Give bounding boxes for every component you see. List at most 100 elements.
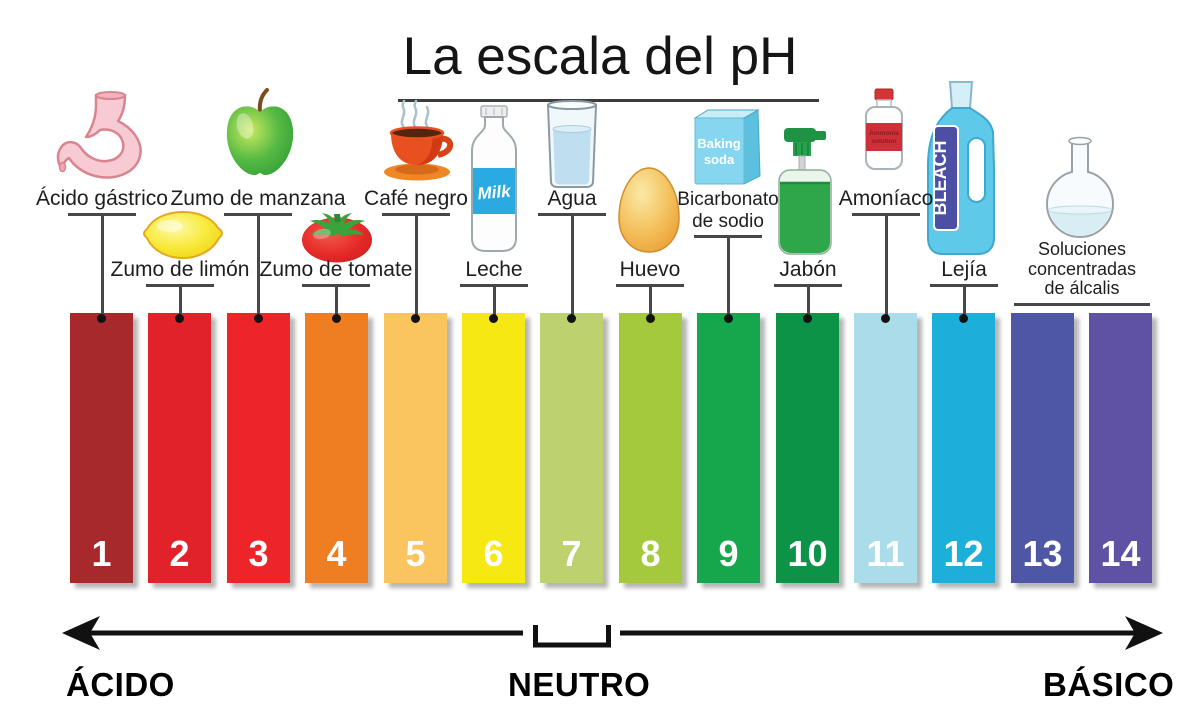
ph-bar-7: 7: [540, 313, 603, 583]
ph-number: 4: [326, 533, 347, 574]
marker-ph2: Zumo de limón: [90, 257, 270, 317]
ph-number: 14: [1100, 533, 1141, 574]
marker-ph5: Café negro: [326, 186, 506, 317]
marker-connector: [492, 287, 496, 317]
marker-label: Bicarbonato de sodio: [677, 189, 779, 232]
marker-label: Agua: [547, 187, 597, 210]
ph-bar-13: 13: [1011, 313, 1074, 583]
steam: [400, 99, 430, 129]
arrowhead-right: [1125, 616, 1163, 650]
marker-ph1: Ácido gástrico: [12, 186, 192, 317]
group-label-line1: Soluciones: [1037, 239, 1127, 259]
neutral-bracket: [533, 625, 611, 648]
marker-ph13-14-alkali-solutions: Soluciones concentradas de álcalis: [992, 239, 1172, 306]
ph-bar-4: 4: [305, 313, 368, 583]
ph-number: 2: [169, 533, 190, 574]
pin-ph10: [803, 314, 812, 323]
pin-ph12: [959, 314, 968, 323]
marker-connector: [256, 216, 260, 317]
milk-bottle-icon: Milk: [471, 105, 517, 252]
marker-ph7: Agua: [482, 186, 662, 317]
baking-soda-box-icon: Baking soda: [693, 109, 761, 185]
pin-ph1: [97, 314, 106, 323]
ph-bar-14: 14: [1089, 313, 1152, 583]
marker-ph6: Leche: [404, 257, 584, 317]
marker-connector: [414, 216, 418, 317]
marker-rule: [774, 284, 842, 287]
soap-dispenser-icon: [778, 128, 832, 255]
coffee-cup-icon: [384, 99, 454, 181]
ph-number: 12: [943, 533, 984, 574]
marker-label: Café negro: [364, 187, 468, 210]
ammonia-text-line2: solution: [871, 138, 896, 145]
marker-connector: [178, 287, 182, 317]
pin-ph2: [175, 314, 184, 323]
marker-rule: [224, 213, 292, 216]
ph-bar-11: 11: [854, 313, 917, 583]
title-underline: [398, 99, 819, 102]
bleach-bottle-icon: BLEACH: [927, 81, 995, 255]
axis-arrow: [62, 616, 1163, 650]
ph-number: 13: [1022, 533, 1063, 574]
marker-connector: [962, 287, 966, 317]
ph-bar-2: 2: [148, 313, 211, 583]
egg-icon: [618, 167, 680, 253]
axis-label-basic: BÁSICO: [1043, 666, 1175, 703]
ph-bar-5: 5: [384, 313, 447, 583]
ph-bar-1: 1: [70, 313, 133, 583]
pin-ph9: [724, 314, 733, 323]
ph-bar-12: 12: [932, 313, 995, 583]
marker-rule: [302, 284, 370, 287]
pin-ph4: [332, 314, 341, 323]
group-label-line2: concentradas: [1027, 258, 1137, 279]
marker-rule: [538, 213, 606, 216]
marker-ph4: Zumo de tomate: [246, 257, 426, 317]
pin-ph3: [254, 314, 263, 323]
marker-connector: [884, 216, 888, 317]
marker-label: Huevo: [619, 258, 681, 281]
marker-connector: [648, 287, 652, 317]
pin-ph5: [411, 314, 420, 323]
baking-soda-text-line1: Baking: [697, 136, 740, 151]
ph-bar-3: 3: [227, 313, 290, 583]
marker-label: Amoníaco: [838, 187, 934, 210]
stomach-icon: [56, 91, 142, 179]
pin-ph11: [881, 314, 890, 323]
marker-label: Zumo de manzana: [170, 187, 346, 210]
marker-rule: [460, 284, 528, 287]
ph-number: 11: [866, 533, 905, 574]
page-title: La escala del pH: [402, 27, 798, 86]
marker-rule: [382, 213, 450, 216]
marker-ph12: Lejía: [874, 257, 1054, 317]
marker-label: Ácido gástrico: [36, 187, 168, 210]
ph-number: 9: [718, 533, 739, 574]
pin-ph8: [646, 314, 655, 323]
marker-rule: [930, 284, 998, 287]
marker-ph10: Jabón: [718, 257, 898, 317]
water-glass-icon: [546, 100, 598, 188]
marker-label: Zumo de limón: [110, 258, 250, 281]
acid-base-axis: [0, 612, 1200, 668]
milk-label-text: Milk: [477, 181, 513, 203]
ammonia-text-line1: Ammonia: [869, 130, 899, 137]
ph-number: 10: [787, 533, 828, 574]
ph-number: 1: [91, 533, 112, 574]
marker-ph9: Bicarbonato de sodio: [668, 189, 788, 317]
apple-icon: [226, 88, 294, 175]
ph-bar-6: 6: [462, 313, 525, 583]
marker-label: Leche: [465, 258, 523, 281]
flask-icon: [1046, 136, 1114, 238]
marker-ph3: Zumo de manzana: [168, 186, 348, 317]
pin-ph6: [489, 314, 498, 323]
marker-label: Lejía: [941, 258, 987, 281]
marker-label: Zumo de tomate: [259, 258, 413, 281]
marker-rule: [68, 213, 136, 216]
ph-bar-9: 9: [697, 313, 760, 583]
ph-number: 7: [561, 533, 582, 574]
ph-number: 6: [483, 533, 504, 574]
marker-rule: [852, 213, 920, 216]
group-label-line3: de álcalis: [1044, 278, 1120, 298]
axis-label-acid: ÁCIDO: [66, 666, 175, 703]
marker-connector: [726, 238, 730, 317]
